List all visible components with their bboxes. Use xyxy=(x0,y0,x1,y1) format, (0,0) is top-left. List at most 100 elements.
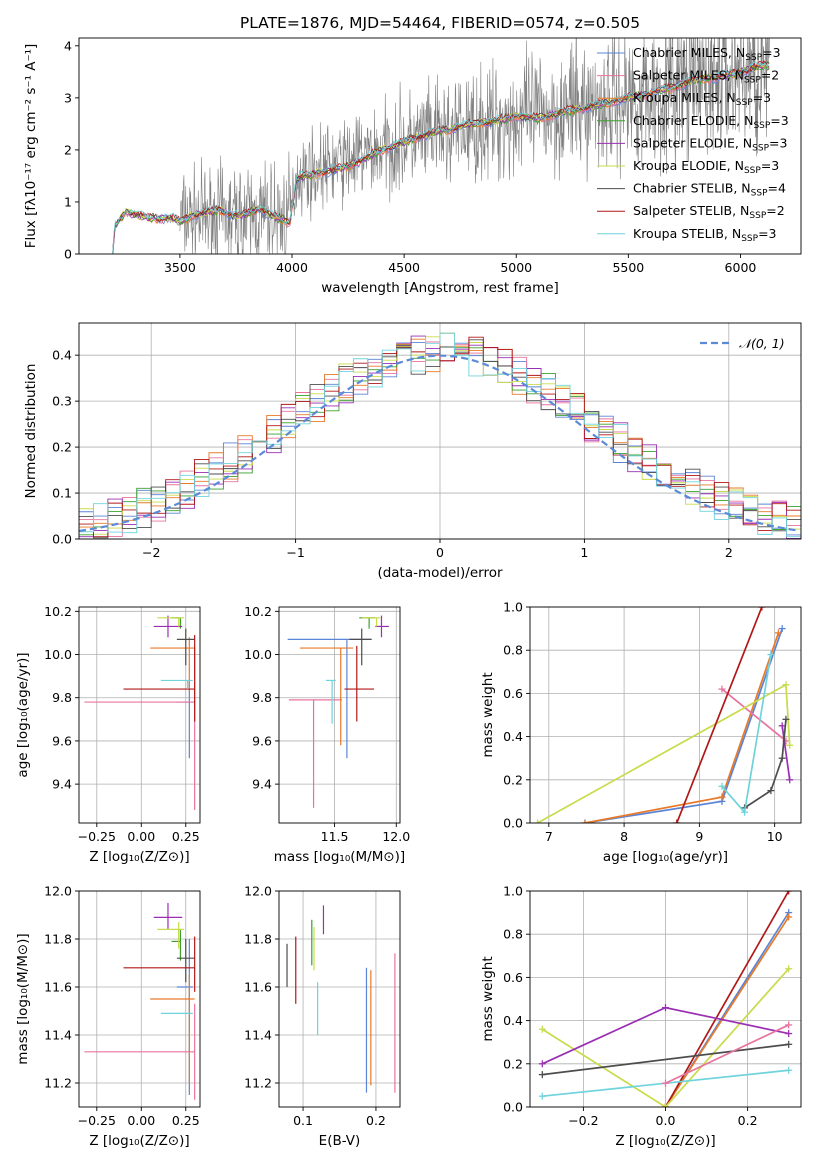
y-tick-label: 0.2 xyxy=(503,772,523,787)
y-tick-label: 9.6 xyxy=(52,733,72,748)
errorbar-point xyxy=(123,635,196,722)
errorbar-point xyxy=(157,922,184,949)
errorbar-point xyxy=(325,679,336,724)
y-tick-label: 11.8 xyxy=(244,932,272,947)
y-tick-label: 0.2 xyxy=(503,1056,523,1071)
legend-entry-label: 𝒩(0, 1) xyxy=(739,336,785,351)
mass-vs-Z-panel: −0.25 0.00 0.25 11.2 11.4 11.6 11.8 12.0 Z [log₁… xyxy=(15,884,201,1149)
mass-weight-line xyxy=(541,968,790,1107)
massweight-vs-age-panel: 7 8 9 10 0.0 0.2 0.4 0.6 0.8 1.0 age [log₁₀(age/yr… xyxy=(480,600,802,865)
y-tick-label: 0.6 xyxy=(503,970,523,985)
y-tick-label: 0.6 xyxy=(503,686,523,701)
errorbar-point xyxy=(349,628,372,666)
x-axis-label: Z [log₁₀(Z/Z⊙)] xyxy=(89,1133,189,1149)
y-tick-label: 0.0 xyxy=(52,532,72,547)
y-tick-label: 11.2 xyxy=(244,1076,272,1091)
y-tick-label: 11.4 xyxy=(44,1028,72,1043)
y-tick-label: 9.8 xyxy=(52,690,72,705)
errorbar-point xyxy=(150,975,195,1083)
axes-frame xyxy=(78,37,802,255)
y-tick-label: 10.0 xyxy=(44,647,72,662)
plot-area xyxy=(287,615,389,808)
x-tick-label: 0.2 xyxy=(738,1113,758,1128)
y-tick-label: 0.0 xyxy=(503,1100,523,1115)
legend-entry-label: Kroupa MILES, NSSP=3 xyxy=(633,90,771,108)
y-tick-label: 11.8 xyxy=(44,932,72,947)
x-tick-label: 1 xyxy=(580,545,588,560)
spectrum-legend: Chabrier MILES, NSSP=3 Salpeter MILES, NS… xyxy=(597,45,789,244)
y-tick-label: 11.6 xyxy=(244,980,272,995)
y-tick-label: 0.8 xyxy=(503,643,523,658)
spectrum-panel: 3500 4000 4500 5000 5500 6000 0 1 2 3 4 wavelength … xyxy=(23,37,802,296)
x-axis-label: mass [log₁₀(M/M⊙)] xyxy=(274,849,405,865)
x-axis-label: Z [log₁₀(Z/Z⊙)] xyxy=(615,1133,715,1149)
x-tick-label: 9 xyxy=(695,829,703,844)
y-tick-label: 9.4 xyxy=(52,777,72,792)
y-axis-label: Flux [fλ10⁻¹⁷ erg cm⁻² s⁻¹ A⁻¹] xyxy=(23,44,39,249)
axes-frame xyxy=(278,606,401,824)
mass-weight-line xyxy=(665,1024,790,1085)
legend-entry-label: Kroupa ELODIE, NSSP=3 xyxy=(633,158,779,176)
axes-frame xyxy=(529,606,802,824)
x-tick-label: 0.00 xyxy=(127,829,155,844)
x-axis-label: wavelength [Angstrom, rest frame] xyxy=(321,280,559,296)
legend-entry-label: Chabrier MILES, NSSP=3 xyxy=(633,45,781,63)
x-tick-label: 5000 xyxy=(500,260,532,275)
normal-distribution-curve xyxy=(79,354,799,533)
y-tick-label: 0.3 xyxy=(52,394,72,409)
mass-vs-ebv-panel: 0.1 0.2 11.2 11.4 11.6 11.8 12.0 E(B-V) xyxy=(244,884,401,1149)
mass-weight-line xyxy=(664,916,790,1107)
mass-weight-line xyxy=(664,891,790,1107)
residuals-legend: 𝒩(0, 1) xyxy=(700,336,785,351)
y-tick-label: 12.0 xyxy=(44,884,72,899)
y-tick-label: 11.4 xyxy=(244,1028,272,1043)
figure-title: PLATE=1876, MJD=54464, FIBERID=0574, z=0… xyxy=(240,14,640,32)
y-axis-label: mass [log₁₀(M/M⊙)] xyxy=(15,933,31,1064)
mass-weight-line xyxy=(542,1043,789,1076)
x-tick-label: 3500 xyxy=(164,260,196,275)
x-tick-label: 4500 xyxy=(388,260,420,275)
y-tick-label: 0.4 xyxy=(503,1013,523,1028)
y-tick-label: 0.2 xyxy=(52,440,72,455)
y-axis-label: Normed distribution xyxy=(23,364,39,499)
mass-weight-line xyxy=(744,719,787,809)
residuals-panel: −2 −1 0 1 2 0.0 0.1 0.2 0.3 0.4 (data-model)/error… xyxy=(23,322,802,581)
x-axis-label: (data-model)/error xyxy=(377,565,503,581)
x-tick-label: 0.1 xyxy=(293,1113,313,1128)
plot-area xyxy=(538,891,793,1107)
x-tick-label: 4000 xyxy=(276,260,308,275)
errorbar-point xyxy=(84,1003,196,1100)
x-tick-label: 10 xyxy=(767,829,783,844)
x-tick-label: 11.5 xyxy=(321,829,349,844)
x-tick-label: −0.2 xyxy=(568,1113,598,1128)
legend-entry-label: Salpeter MILES, NSSP=2 xyxy=(633,68,779,86)
errorbar-point xyxy=(157,617,184,627)
plot-area xyxy=(84,903,196,1100)
errorbar-point xyxy=(299,647,354,746)
y-axis-label: age [log₁₀(age/yr)] xyxy=(15,652,31,777)
x-tick-label: −1 xyxy=(286,545,304,560)
errorbar-point xyxy=(344,645,375,722)
age-vs-mass-panel: 11.5 12.0 9.4 9.6 9.8 10.0 10.2 mass [log₁₀(M/M… xyxy=(244,604,410,865)
y-tick-label: 2 xyxy=(64,142,72,157)
y-tick-label: 3 xyxy=(64,90,72,105)
y-axis-label: mass weight xyxy=(480,956,496,1041)
observed-spectrum-line xyxy=(179,38,770,254)
errorbar-point xyxy=(288,699,342,808)
y-tick-label: 1.0 xyxy=(503,884,523,899)
y-tick-label: 11.2 xyxy=(44,1076,72,1091)
y-tick-label: 0.4 xyxy=(52,348,72,363)
legend-entry-label: Chabrier STELIB, NSSP=4 xyxy=(633,181,786,199)
plot-area xyxy=(84,615,196,811)
plot-area xyxy=(79,332,801,539)
x-axis-label: E(B-V) xyxy=(319,1133,361,1149)
x-tick-label: −2 xyxy=(142,545,160,560)
plots-layer: 3500 4000 4500 5000 5500 6000 0 1 2 3 4 wavelength … xyxy=(15,37,802,1149)
mass-weight-line xyxy=(721,688,787,742)
errorbar-point xyxy=(150,637,195,692)
mass-weight-line xyxy=(781,725,791,780)
x-axis-label: Z [log₁₀(Z/Z⊙)] xyxy=(89,849,189,865)
errorbar-point xyxy=(375,615,389,638)
y-tick-label: 0.0 xyxy=(503,816,523,831)
